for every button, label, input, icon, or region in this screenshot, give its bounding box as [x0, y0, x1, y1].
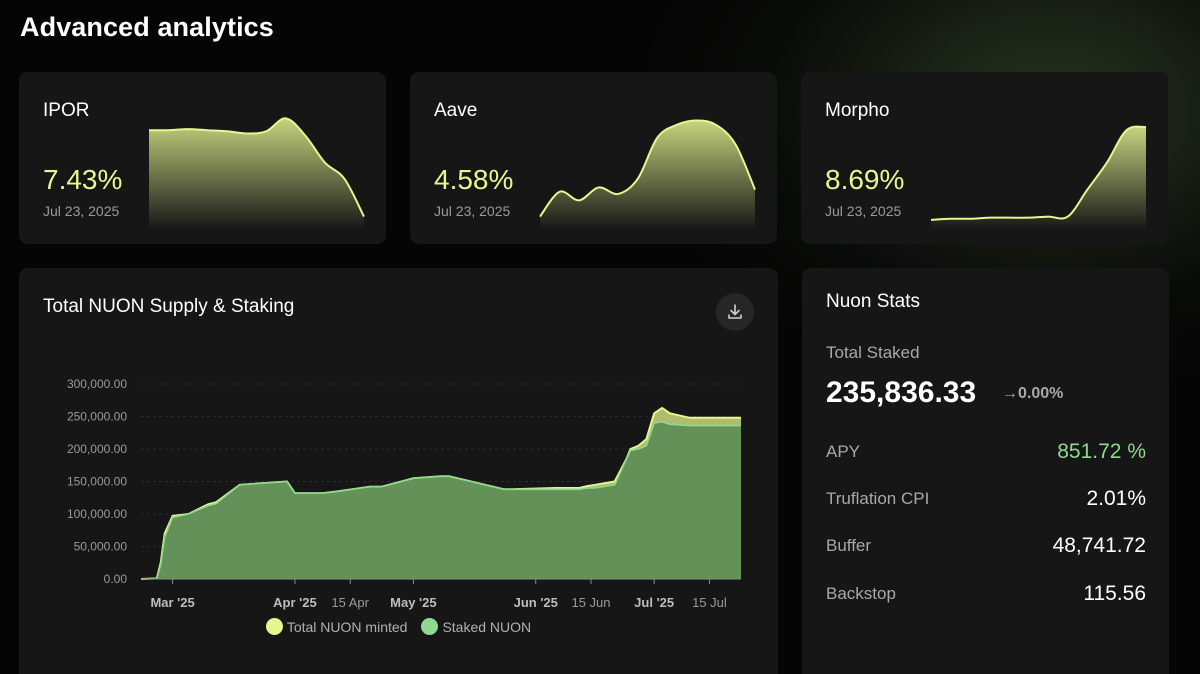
rate-value: 7.43%	[43, 164, 123, 195]
sparkline-line	[148, 117, 365, 218]
sparkline-line	[930, 125, 1147, 221]
y-tick-label: 150,000.00	[67, 475, 127, 489]
stat-row-buffer: Buffer 48,741.72	[826, 534, 1146, 558]
rate-date: Jul 23, 2025	[43, 203, 120, 219]
total-staked-value: 235,836.33	[826, 376, 977, 409]
download-icon	[728, 304, 742, 319]
rate-value: 8.69%	[825, 164, 905, 195]
y-tick-label: 250,000.00	[67, 410, 127, 424]
legend-label-staked: Staked NUON	[442, 618, 532, 635]
x-tick-label: 15 Jun	[571, 595, 610, 610]
stat-value: 2.01%	[1086, 487, 1146, 510]
total-staked-label: Total Staked	[826, 343, 920, 362]
chart-legend: Total NUON minted Staked NUON	[19, 618, 778, 635]
rate-date: Jul 23, 2025	[825, 203, 902, 219]
sparkline-area	[931, 126, 1146, 230]
rate-date: Jul 23, 2025	[434, 203, 511, 219]
x-tick-label: Jul '25	[634, 595, 674, 610]
rate-sparkline	[930, 125, 1147, 230]
stat-row-apy: APY 851.72 %	[826, 440, 1146, 464]
rate-name: Morpho	[825, 100, 890, 121]
y-tick-label: 100,000.00	[67, 507, 127, 521]
legend-swatch-staked	[421, 618, 439, 635]
rate-name: IPOR	[43, 100, 90, 121]
legend-label-minted: Total NUON minted	[286, 618, 408, 635]
stat-label: APY	[826, 442, 861, 461]
nuon-stats-card: Nuon Stats Total Staked 235,836.33 →0.00…	[802, 268, 1169, 674]
legend-swatch-minted	[265, 618, 283, 635]
x-tick-label: Apr '25	[273, 595, 317, 610]
y-tick-label: 200,000.00	[67, 442, 127, 456]
legend-item-minted[interactable]: Total NUON minted	[265, 618, 408, 635]
stats-title: Nuon Stats	[826, 291, 920, 312]
legend-item-staked[interactable]: Staked NUON	[421, 618, 531, 635]
rate-card-morpho[interactable]: Morpho 8.69% Jul 23, 2025	[801, 72, 1168, 244]
rate-card-aave[interactable]: Aave 4.58% Jul 23, 2025	[410, 72, 777, 244]
rate-value: 4.58%	[434, 164, 514, 195]
x-tick-label: May '25	[390, 595, 436, 610]
stat-value: 48,741.72	[1052, 534, 1146, 557]
x-tick-label: 15 Jul	[692, 595, 727, 610]
series-staked-area	[141, 421, 741, 579]
total-staked-change: →0.00%	[1002, 385, 1064, 402]
rate-name: Aave	[434, 100, 478, 121]
series-staked-line	[140, 420, 741, 580]
sparkline-area	[540, 120, 755, 230]
supply-chart-card: Total NUON Supply & Staking 0.00 50,000.0…	[19, 268, 778, 674]
rate-card-ipor[interactable]: IPOR 7.43% Jul 23, 2025	[19, 72, 386, 244]
sparkline-line	[539, 119, 756, 218]
stat-label: Backstop	[826, 584, 896, 603]
x-tick-label: Jun '25	[514, 595, 558, 610]
rate-sparkline	[148, 117, 365, 230]
sparkline-area	[149, 118, 364, 230]
stat-value: 851.72 %	[1057, 440, 1146, 463]
stat-label: Truflation CPI	[826, 489, 930, 508]
x-tick-label: 15 Apr	[331, 595, 369, 610]
chart-title: Total NUON Supply & Staking	[43, 296, 295, 317]
x-tick-label: Mar '25	[150, 595, 194, 610]
download-button[interactable]	[716, 293, 754, 331]
stat-value: 115.56	[1083, 582, 1146, 605]
stat-row-cpi: Truflation CPI 2.01%	[826, 487, 1146, 511]
supply-chart[interactable]: 0.00 50,000.00 100,000.00 150,000.00 200,000…	[19, 268, 778, 674]
y-tick-label: 0.00	[104, 572, 128, 586]
y-tick-label: 50,000.00	[74, 540, 128, 554]
stat-label: Buffer	[826, 536, 872, 555]
stat-row-backstop: Backstop 115.56	[826, 582, 1146, 606]
y-tick-label: 300,000.00	[67, 377, 127, 391]
rate-sparkline	[539, 119, 756, 230]
page-title: Advanced analytics	[20, 12, 274, 42]
